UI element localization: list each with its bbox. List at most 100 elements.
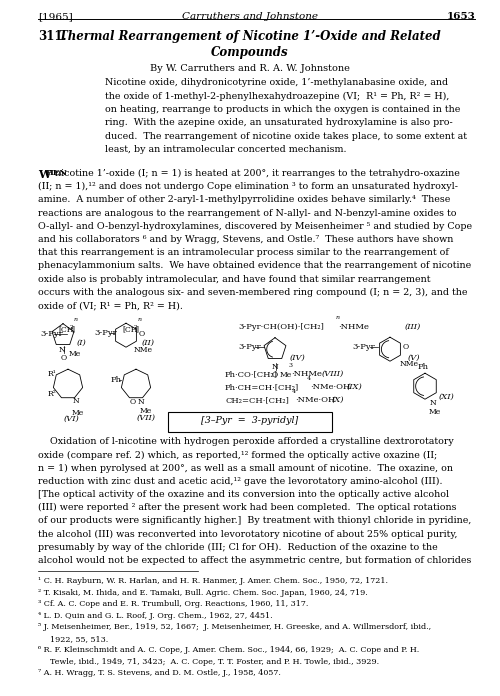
Text: alcohol would not be expected to affect the asymmetric centre, but formation of : alcohol would not be expected to affect …	[38, 556, 472, 565]
Text: of our products were significantly higher.]  By treatment with thionyl chloride : of our products were significantly highe…	[38, 516, 472, 525]
Text: (X): (X)	[332, 396, 344, 404]
Text: Me: Me	[69, 349, 81, 358]
Text: NMe: NMe	[134, 346, 153, 354]
Text: n = 1) when pyrolysed at 200°, as well as a small amount of nicotine.  The oxazi: n = 1) when pyrolysed at 200°, as well a…	[38, 464, 453, 473]
Text: reduction with zinc dust and acetic acid,¹² gave the levorotatory amino-alcohol : reduction with zinc dust and acetic acid…	[38, 477, 442, 486]
Text: (I): (I)	[77, 339, 87, 347]
Text: the alcohol (III) was reconverted into levorotatory nicotine of about 25% optica: the alcohol (III) was reconverted into l…	[38, 530, 458, 539]
Text: ⁶ R. F. Kleinschmidt and A. C. Cope, J. Amer. Chem. Soc., 1944, 66, 1929;  A. C.: ⁶ R. F. Kleinschmidt and A. C. Cope, J. …	[38, 646, 419, 654]
Text: R²: R²	[48, 390, 56, 398]
Text: ·NHMe: ·NHMe	[338, 323, 369, 331]
Text: phenacylammonium salts.  We have obtained evidence that the rearrangement of nic: phenacylammonium salts. We have obtained…	[38, 262, 471, 271]
Text: Me: Me	[140, 407, 152, 416]
Text: oxide also is probably intramolecular, and have found that similar rearrangement: oxide also is probably intramolecular, a…	[38, 275, 430, 283]
Text: [The optical activity of the oxazine and its conversion into the optically activ: [The optical activity of the oxazine and…	[38, 490, 449, 499]
Text: 4: 4	[307, 377, 311, 381]
Text: Me: Me	[72, 409, 84, 417]
Text: duced.  The rearrangement of nicotine oxide takes place, to some extent at: duced. The rearrangement of nicotine oxi…	[105, 132, 467, 141]
Text: NMe: NMe	[400, 361, 419, 368]
Text: Tewle, ibid., 1949, 71, 3423;  A. C. Cope, T. T. Foster, and P. H. Towle, ibid.,: Tewle, ibid., 1949, 71, 3423; A. C. Cope…	[50, 658, 379, 665]
Text: Oxidation of l-nicotine with hydrogen peroxide afforded a crystalline dextrorota: Oxidation of l-nicotine with hydrogen pe…	[38, 437, 454, 446]
Text: (V): (V)	[408, 354, 420, 362]
Text: 2: 2	[70, 325, 73, 330]
Text: ¹ C. H. Rayburn, W. R. Harlan, and H. R. Hanmer, J. Amer. Chem. Soc., 1950, 72, : ¹ C. H. Rayburn, W. R. Harlan, and H. R.…	[38, 577, 388, 585]
Text: [CH: [CH	[58, 325, 74, 333]
Text: Ph·CO·[CH₂]: Ph·CO·[CH₂]	[225, 370, 278, 378]
Text: least, by an intramolecular concerted mechanism.: least, by an intramolecular concerted me…	[105, 145, 346, 155]
Text: reactions are analogous to the rearrangement of N-allyl- and N-benzyl-amine oxid: reactions are analogous to the rearrange…	[38, 209, 457, 218]
Text: ² T. Kisaki, M. Ihida, and E. Tamaki, Bull. Agric. Chem. Soc. Japan, 1960, 24, 7: ² T. Kisaki, M. Ihida, and E. Tamaki, Bu…	[38, 589, 368, 596]
Text: [3–Pyr  =  3-pyridyl]: [3–Pyr = 3-pyridyl]	[202, 416, 298, 425]
Text: N: N	[430, 400, 437, 407]
Text: (II): (II)	[142, 339, 155, 347]
Text: N: N	[138, 398, 145, 406]
Text: [CH: [CH	[122, 325, 138, 333]
Text: (IX): (IX)	[347, 383, 363, 391]
Text: Me: Me	[280, 371, 292, 379]
Text: (XI): (XI)	[439, 393, 454, 401]
Text: Carruthers and Johnstone: Carruthers and Johnstone	[182, 12, 318, 21]
Text: W: W	[38, 169, 50, 180]
Text: ³ Cf. A. C. Cope and E. R. Trumbull, Org. Reactions, 1960, 11, 317.: ³ Cf. A. C. Cope and E. R. Trumbull, Org…	[38, 600, 308, 608]
Text: occurs with the analogous six- and seven-membered ring compound (I; n = 2, 3), a: occurs with the analogous six- and seven…	[38, 288, 468, 297]
Text: [1965]: [1965]	[38, 12, 73, 21]
Text: O-allyl- and O-benzyl-hydroxylamines, discovered by Meisenheimer ⁵ and studied b: O-allyl- and O-benzyl-hydroxylamines, di…	[38, 222, 472, 231]
Text: Ph·CH=CH·[CH₂]: Ph·CH=CH·[CH₂]	[225, 383, 299, 391]
Text: O: O	[130, 398, 136, 406]
Text: ⁵ J. Meisenheimer, Ber., 1919, 52, 1667;  J. Meisenheimer, H. Greeske, and A. Wi: ⁵ J. Meisenheimer, Ber., 1919, 52, 1667;…	[38, 623, 431, 631]
Text: presumably by way of the chloride (III; Cl for OH).  Reduction of the oxazine to: presumably by way of the chloride (III; …	[38, 543, 438, 552]
Text: ·NMe·OH: ·NMe·OH	[310, 383, 350, 391]
Text: (IV): (IV)	[290, 354, 306, 362]
Text: HEN: HEN	[46, 169, 68, 177]
Text: 3-Pyr: 3-Pyr	[352, 343, 374, 351]
Text: N: N	[272, 363, 278, 371]
Text: oxide of (VI; R¹ = Ph, R² = H).: oxide of (VI; R¹ = Ph, R² = H).	[38, 301, 183, 310]
Text: ·NHMe: ·NHMe	[291, 370, 322, 378]
Text: oxide (compare ref. 2) which, as reported,¹² formed the optically active oxazine: oxide (compare ref. 2) which, as reporte…	[38, 450, 437, 459]
Text: (II; n = 1),¹² and does not undergo Cope elimination ³ to form an unsaturated hy: (II; n = 1),¹² and does not undergo Cope…	[38, 182, 458, 191]
Text: Thermal Rearrangement of Nicotine 1’-Oxide and Related: Thermal Rearrangement of Nicotine 1’-Oxi…	[59, 30, 441, 43]
Text: 3-Pyr: 3-Pyr	[94, 329, 116, 337]
Text: Compounds: Compounds	[211, 46, 289, 59]
Text: (III): (III)	[405, 323, 421, 331]
Text: 1922, 55, 513.: 1922, 55, 513.	[50, 635, 108, 642]
Text: Ph: Ph	[111, 377, 122, 384]
Text: n: n	[74, 317, 78, 322]
Text: N: N	[73, 397, 80, 405]
Text: Me: Me	[429, 408, 442, 416]
Text: CH₂=CH·[CH₂]: CH₂=CH·[CH₂]	[225, 396, 289, 404]
Text: ·NMe·OH: ·NMe·OH	[295, 396, 336, 404]
Text: 1653: 1653	[446, 12, 475, 21]
Text: (VIII): (VIII)	[322, 370, 344, 378]
Text: Ph: Ph	[418, 363, 428, 371]
Text: R¹: R¹	[48, 370, 56, 378]
Text: 311.: 311.	[38, 30, 66, 43]
Text: N: N	[58, 346, 66, 354]
Text: ]: ]	[136, 325, 138, 333]
Text: Nicotine oxide, dihydronicotyrine oxide, 1’-methylanabasine oxide, and: Nicotine oxide, dihydronicotyrine oxide,…	[105, 78, 448, 87]
Text: ]: ]	[72, 325, 74, 333]
Text: 3-Pyr: 3-Pyr	[40, 330, 62, 338]
Text: (VII): (VII)	[137, 414, 156, 422]
Text: 2: 2	[134, 325, 137, 330]
Text: O: O	[61, 354, 67, 362]
Text: (VI): (VI)	[64, 416, 80, 423]
Text: amine.  A number of other 2-aryl-1-methylpyrrolidine oxides behave similarly.⁴  : amine. A number of other 2-aryl-1-methyl…	[38, 196, 451, 205]
Text: the oxide of 1-methyl-2-phenylhexahydroazepine (VI;  R¹ = Ph, R² = H),: the oxide of 1-methyl-2-phenylhexahydroa…	[105, 91, 450, 101]
Text: ring.  With the azepine oxide, an unsaturated hydroxylamine is also pro-: ring. With the azepine oxide, an unsatur…	[105, 118, 453, 127]
Text: O: O	[272, 371, 278, 379]
Text: n: n	[336, 315, 340, 320]
Text: n: n	[138, 317, 142, 322]
Text: ⁷ A. H. Wragg, T. S. Stevens, and D. M. Ostle, J., 1958, 4057.: ⁷ A. H. Wragg, T. S. Stevens, and D. M. …	[38, 669, 281, 677]
Text: 3-Pyr·CH(OH)·[CH₂]: 3-Pyr·CH(OH)·[CH₂]	[238, 323, 324, 331]
Text: on heating, rearrange to products in which the oxygen is contained in the: on heating, rearrange to products in whi…	[105, 105, 461, 114]
Text: and his collaborators ⁶ and by Wragg, Stevens, and Ostle.⁷  These authors have s: and his collaborators ⁶ and by Wragg, St…	[38, 235, 454, 244]
Text: O: O	[403, 343, 409, 351]
Text: (III) were reported ² after the present work had been completed.  The optical ro: (III) were reported ² after the present …	[38, 503, 457, 512]
Text: ⁴ L. D. Quin and G. L. Roof, J. Org. Chem., 1962, 27, 4451.: ⁴ L. D. Quin and G. L. Roof, J. Org. Che…	[38, 612, 272, 619]
Text: O: O	[139, 330, 145, 338]
Text: 4: 4	[292, 389, 296, 394]
Text: 3-Pyr: 3-Pyr	[238, 343, 260, 351]
Bar	[168, 412, 332, 432]
Text: that this rearrangement is an intramolecular process similar to the rearrangemen: that this rearrangement is an intramolec…	[38, 248, 449, 258]
